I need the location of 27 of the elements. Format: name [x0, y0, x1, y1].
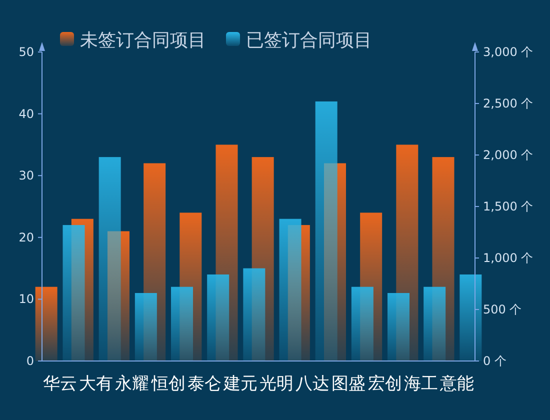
x-tick-label: 大有 [79, 374, 114, 394]
x-tick-label: 八达 [296, 374, 330, 394]
x-tick-label: 宏创 [368, 374, 402, 394]
y-tick-label: 50 [18, 45, 34, 59]
x-tick-label: 意能 [438, 374, 474, 394]
y2-tick-label: 3,000 个 [483, 45, 534, 59]
x-tick-label: 海工 [404, 374, 438, 394]
legend-label: 已签订合同项目 [246, 30, 372, 51]
x-tick-label: 建元 [222, 374, 258, 394]
y-tick-label: 20 [18, 230, 34, 244]
legend-label: 未签订合同项目 [80, 30, 206, 51]
x-tick-label: 光明 [260, 374, 294, 394]
y2-tick-label: 1,500 个 [483, 200, 534, 214]
x-tick-label: 泰仑 [187, 374, 222, 394]
y-tick-label: 0 [26, 354, 34, 368]
x-tick-label: 恒创 [150, 374, 186, 394]
x-tick-label: 华云 [43, 374, 78, 394]
y2-tick-label: 2,000 个 [483, 148, 534, 162]
y2-tick-label: 500 个 [483, 302, 522, 316]
y2-tick-label: 1,000 个 [483, 251, 534, 265]
y2-tick-label: 0 个 [483, 354, 506, 368]
y-tick-label: 30 [18, 168, 34, 183]
x-tick-label: 永耀 [115, 374, 150, 394]
y-tick-label: 40 [18, 106, 34, 121]
y-tick-label: 10 [18, 292, 34, 306]
x-tick-label: 图盛 [332, 374, 366, 394]
y2-tick-label: 2,500 个 [483, 96, 534, 110]
